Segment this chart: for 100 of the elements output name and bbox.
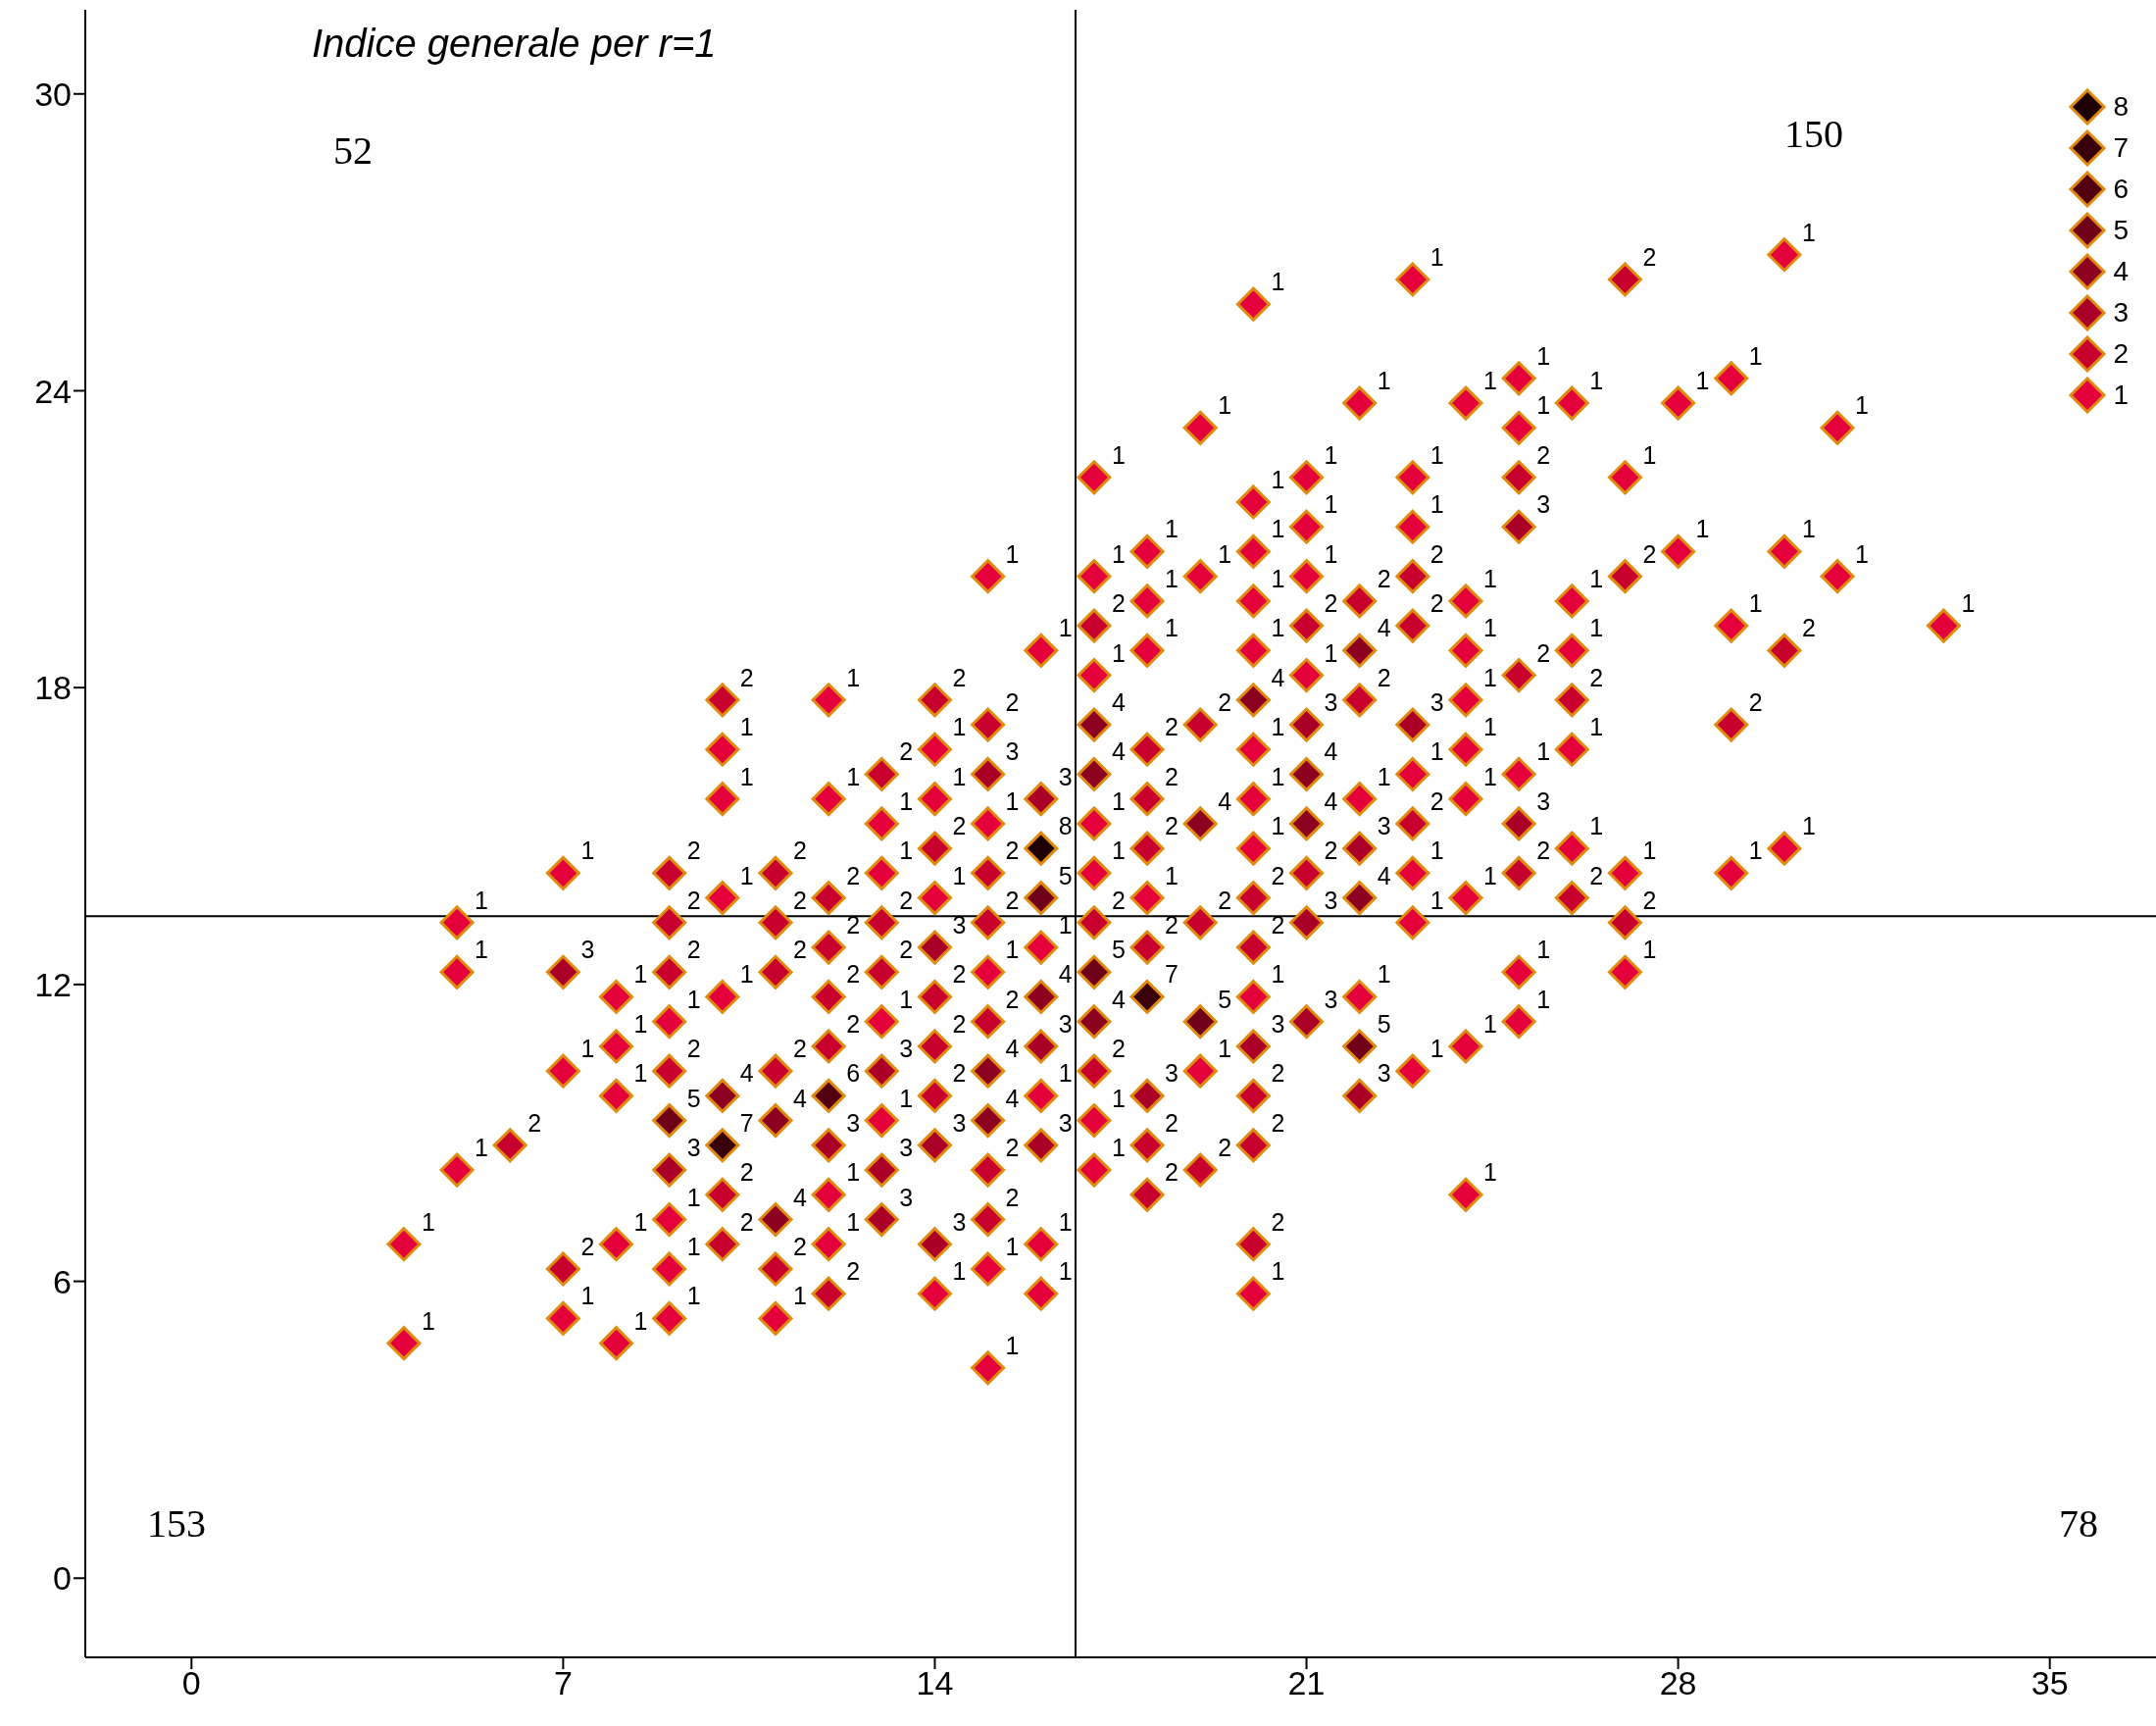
- text: 1: [1801, 515, 1816, 543]
- text: 1: [1748, 341, 1763, 370]
- point: [1289, 756, 1325, 791]
- text: 1: [739, 861, 754, 889]
- x-tick-label: 14: [916, 1664, 954, 1702]
- text: 1: [846, 762, 861, 790]
- text: 2: [527, 1108, 542, 1137]
- text: 1: [1271, 268, 1285, 296]
- y-tick-label: 30: [34, 75, 72, 113]
- text: 1: [846, 1207, 861, 1236]
- text: 3: [1271, 1009, 1285, 1038]
- text: 2: [1111, 589, 1126, 618]
- text: 2: [739, 1207, 754, 1236]
- text: 2: [1429, 787, 1444, 815]
- text: 2: [793, 1232, 807, 1260]
- text: 2: [899, 737, 914, 766]
- text: 1: [739, 713, 754, 741]
- text: 2: [1005, 688, 1020, 717]
- text: 1: [1271, 960, 1285, 989]
- text: 1: [1271, 515, 1285, 543]
- text: 1: [899, 985, 914, 1013]
- text: 1: [1324, 539, 1338, 568]
- text: 5: [1058, 861, 1073, 889]
- text: 1: [1111, 638, 1126, 667]
- point: [1077, 756, 1112, 791]
- text: 3: [1324, 985, 1338, 1013]
- text: 2: [899, 936, 914, 964]
- point: [1342, 881, 1378, 916]
- text: 2: [846, 861, 861, 889]
- text: 1: [1429, 886, 1444, 914]
- text: 2: [1005, 985, 1020, 1013]
- text: 2: [1005, 837, 1020, 865]
- text: 1: [1005, 936, 1020, 964]
- text: 2: [1324, 589, 1338, 618]
- text: 1: [1324, 440, 1338, 469]
- text: 1: [846, 663, 861, 691]
- text: 7: [1165, 960, 1178, 989]
- text: 1: [1642, 936, 1657, 964]
- legend-label: 2: [2113, 338, 2129, 370]
- text: 1: [1218, 391, 1232, 420]
- point: [1077, 1004, 1112, 1040]
- text: 1: [475, 1134, 488, 1162]
- text: 3: [899, 1035, 914, 1063]
- text: 3: [952, 1108, 967, 1137]
- text: 1: [1271, 614, 1285, 642]
- point: [1289, 1004, 1325, 1040]
- text: 1: [1324, 490, 1338, 519]
- text: 2: [793, 837, 807, 865]
- text: 1: [1429, 1035, 1444, 1063]
- text: 1: [739, 960, 754, 989]
- text: 1: [1483, 1009, 1497, 1038]
- text: 1: [686, 1183, 701, 1211]
- text: 2: [1324, 837, 1338, 865]
- text: 1: [633, 1306, 648, 1335]
- point: [1342, 1029, 1378, 1064]
- text: 1: [1748, 589, 1763, 618]
- text: 2: [1005, 1183, 1020, 1211]
- text: 8: [1058, 812, 1073, 840]
- text: 1: [1165, 861, 1178, 889]
- text: 2: [846, 1009, 861, 1038]
- legend-label: 3: [2113, 297, 2129, 329]
- point: [1077, 707, 1112, 742]
- text: 1: [580, 837, 595, 865]
- text: 3: [1058, 1009, 1073, 1038]
- point: [1501, 806, 1536, 841]
- text: 4: [1218, 787, 1232, 815]
- x-tick-label: 35: [2031, 1664, 2069, 1702]
- text: 1: [899, 787, 914, 815]
- text: 1: [1483, 564, 1497, 592]
- text: 4: [1058, 960, 1073, 989]
- text: 1: [1111, 1134, 1126, 1162]
- point: [1024, 979, 1059, 1014]
- point: [864, 1202, 899, 1238]
- point: [1182, 806, 1218, 841]
- text: 2: [580, 1232, 595, 1260]
- text: 3: [1536, 490, 1551, 519]
- text: 2: [1589, 663, 1604, 691]
- text: 2: [1589, 861, 1604, 889]
- point: [1024, 881, 1059, 916]
- text: 2: [1377, 564, 1391, 592]
- y-tick-label: 18: [34, 669, 72, 707]
- text: 1: [1589, 564, 1604, 592]
- point: [1395, 707, 1430, 742]
- text: 1: [1058, 911, 1073, 939]
- text: 3: [1058, 762, 1073, 790]
- text: 1: [1429, 242, 1444, 271]
- text: 2: [1271, 1059, 1285, 1088]
- text: 3: [899, 1183, 914, 1211]
- point: [1289, 707, 1325, 742]
- text: 1: [1271, 1257, 1285, 1286]
- text: 1: [633, 960, 648, 989]
- text: 2: [846, 1257, 861, 1286]
- text: 1: [1377, 960, 1391, 989]
- text: 2: [793, 936, 807, 964]
- text: 2: [1218, 886, 1232, 914]
- text: 1: [1005, 1331, 1020, 1359]
- text: 2: [1377, 663, 1391, 691]
- point: [917, 1227, 952, 1262]
- text: 3: [1324, 688, 1338, 717]
- text: 2: [793, 886, 807, 914]
